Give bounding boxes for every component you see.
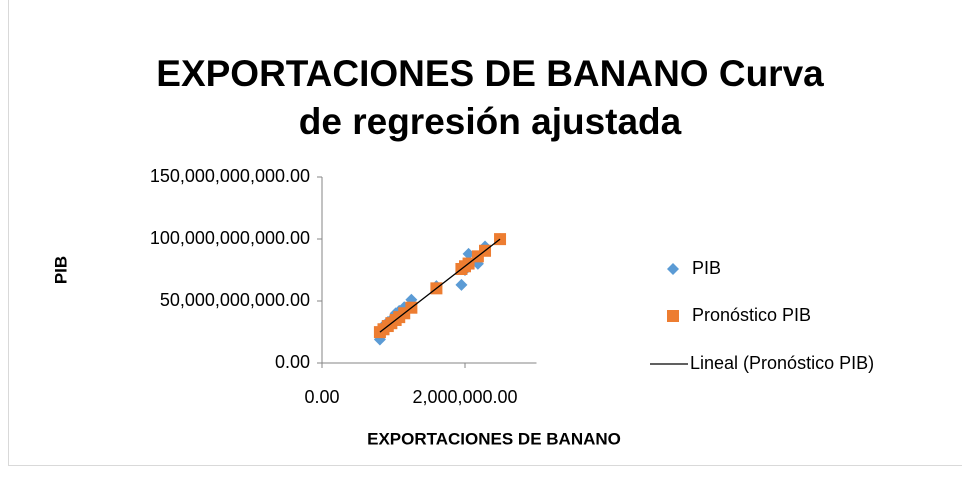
y-axis-title: PIB bbox=[51, 256, 70, 284]
y-tick-label: 100,000,000,000.00 bbox=[150, 228, 310, 248]
legend-label: Pronóstico PIB bbox=[692, 305, 811, 325]
chart-title: de regresión ajustada bbox=[299, 101, 682, 142]
x-axis-title: EXPORTACIONES DE BANANO bbox=[367, 429, 621, 448]
legend-label: PIB bbox=[692, 258, 721, 278]
x-tick-label: 2,000,000.00 bbox=[412, 387, 517, 407]
square-marker bbox=[667, 310, 679, 322]
chart-title: EXPORTACIONES DE BANANO Curva bbox=[156, 53, 824, 94]
y-tick-label: 150,000,000,000.00 bbox=[150, 166, 310, 186]
y-tick-label: 50,000,000,000.00 bbox=[160, 290, 310, 310]
x-tick-label: 0.00 bbox=[304, 387, 339, 407]
legend-label: Lineal (Pronóstico PIB) bbox=[690, 353, 874, 373]
y-tick-label: 0.00 bbox=[275, 352, 310, 372]
